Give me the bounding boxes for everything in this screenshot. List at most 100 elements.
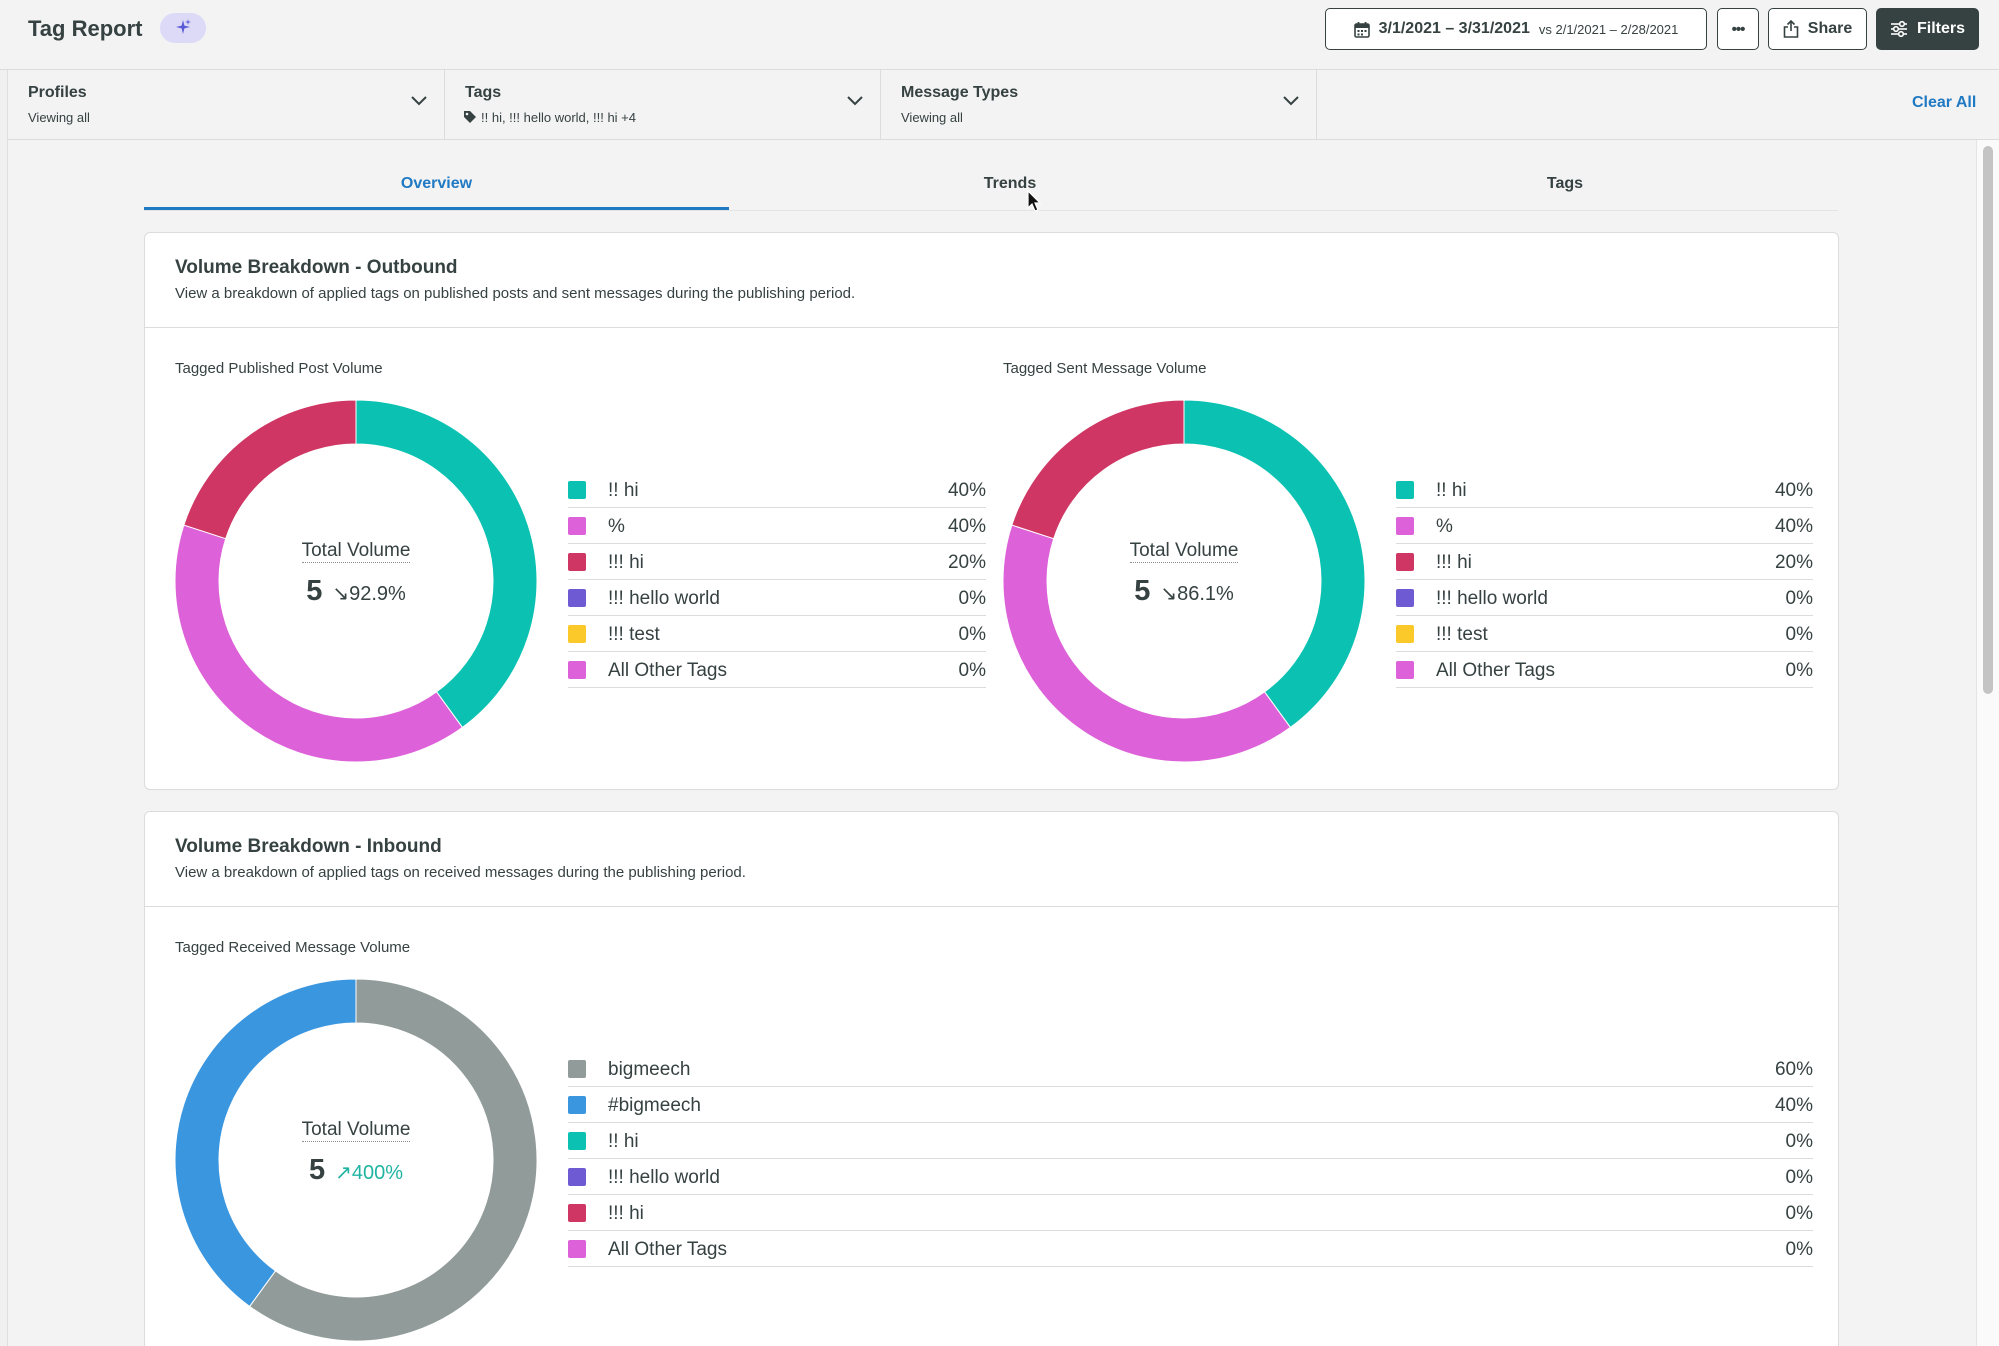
scrollbar[interactable]	[1976, 140, 1999, 1346]
sparkle-icon[interactable]	[160, 13, 206, 43]
legend-value: 40%	[947, 516, 986, 537]
legend-swatch	[568, 553, 586, 571]
donut-center: Total Volume 5 ↘92.9%	[175, 400, 537, 762]
legend-label: !!! hi	[1436, 552, 1472, 573]
volume-change: ↘92.9%	[332, 583, 406, 605]
donut-slice[interactable]	[1011, 400, 1185, 540]
total-volume-value: 5	[1134, 575, 1151, 607]
legend-item: !!! test 0%	[1396, 616, 1813, 652]
legend-value: 0%	[1785, 624, 1813, 645]
legend-swatch	[568, 625, 586, 643]
profiles-filter-value: Viewing all	[28, 110, 90, 125]
page-title: Tag Report	[28, 16, 143, 41]
share-label: Share	[1807, 20, 1853, 37]
tab-overview[interactable]: Overview	[400, 175, 473, 192]
received-message-donut	[175, 979, 537, 1341]
chart-title: Tagged Sent Message Volume	[1003, 360, 1207, 377]
received-message-legend: bigmeech 60% #bigmeech 40%!! hi 0%!!! hello …	[568, 1051, 1813, 1267]
tab-trends[interactable]: Trends	[983, 175, 1037, 192]
legend-swatch	[568, 1060, 586, 1078]
legend-label: %	[1436, 516, 1453, 537]
donut-slice[interactable]	[175, 524, 464, 762]
chevron-down-icon	[846, 94, 864, 112]
legend-label: !!! hello world	[608, 588, 720, 609]
legend-item: All Other Tags 0%	[568, 1231, 1813, 1267]
donut-slice[interactable]	[183, 400, 357, 540]
legend-swatch	[1396, 589, 1414, 607]
legend-swatch	[1396, 481, 1414, 499]
scrollbar-thumb[interactable]	[1983, 146, 1993, 694]
legend-item: !!! hi 0%	[568, 1195, 1813, 1231]
legend-item: !!! hello world 0%	[568, 1159, 1813, 1195]
chevron-down-icon	[410, 94, 428, 112]
legend-label: !! hi	[608, 1131, 639, 1152]
legend-swatch	[1396, 625, 1414, 643]
legend-swatch	[568, 1096, 586, 1114]
legend-value: 0%	[958, 624, 986, 645]
mouse-cursor-icon	[1027, 189, 1043, 219]
legend-value: 40%	[947, 480, 986, 501]
card-title: Volume Breakdown - Outbound	[175, 257, 458, 278]
legend-value: 0%	[1785, 1203, 1813, 1224]
legend-value: 40%	[1774, 516, 1813, 537]
tag-icon	[463, 110, 477, 127]
legend-label: !!! hello world	[608, 1167, 720, 1188]
legend-item: !!! hi 20%	[568, 544, 986, 580]
message-types-filter[interactable]: Message Types Viewing all	[881, 70, 1317, 140]
legend-label: !! hi	[608, 480, 639, 501]
legend-value: 20%	[1774, 552, 1813, 573]
legend-label: All Other Tags	[608, 660, 727, 681]
published-post-legend: !! hi 40%% 40% !!! hi 20% !!! hello world 0%!!…	[568, 472, 986, 688]
legend-label: !!! test	[608, 624, 660, 645]
chevron-down-icon	[1282, 94, 1300, 112]
date-range-button[interactable]: 3/1/2021 – 3/31/2021 vs 2/1/2021 – 2/28/…	[1325, 8, 1707, 50]
legend-item: All Other Tags 0%	[1396, 652, 1813, 688]
donut-slice[interactable]	[1183, 400, 1365, 729]
more-options-button[interactable]: •••	[1717, 8, 1759, 50]
card-description: View a breakdown of applied tags on publ…	[175, 285, 856, 302]
donut-slice[interactable]	[355, 400, 537, 729]
tags-filter[interactable]: Tags !! hi, !!! hello world, !!! hi +4	[445, 70, 881, 140]
card-title: Volume Breakdown - Inbound	[175, 836, 442, 857]
filters-button[interactable]: Filters	[1876, 8, 1979, 50]
donut-slice[interactable]	[248, 979, 537, 1341]
legend-item: !! hi 40%	[568, 472, 986, 508]
legend-value: 0%	[1785, 1239, 1813, 1260]
legend-item: bigmeech 60%	[568, 1051, 1813, 1087]
message-types-filter-value: Viewing all	[901, 110, 963, 125]
share-icon	[1783, 20, 1799, 38]
chart-title: Tagged Received Message Volume	[175, 939, 411, 956]
tab-tags[interactable]: Tags	[1546, 175, 1584, 192]
total-volume-value: 5	[306, 575, 323, 607]
legend-label: bigmeech	[608, 1059, 691, 1080]
share-button[interactable]: Share	[1768, 8, 1867, 50]
legend-item: !!! hello world 0%	[1396, 580, 1813, 616]
legend-value: 40%	[1774, 1095, 1813, 1116]
legend-value: 20%	[947, 552, 986, 573]
calendar-icon	[1353, 21, 1370, 38]
legend-swatch	[568, 1204, 586, 1222]
inbound-volume-card: Volume Breakdown - Inbound View a breakd…	[144, 811, 1839, 1346]
total-volume-label[interactable]: Total Volume	[301, 540, 411, 563]
sliders-icon	[1890, 20, 1908, 38]
profiles-filter[interactable]: Profiles Viewing all	[8, 70, 445, 140]
legend-label: !!! test	[1436, 624, 1488, 645]
total-volume-label[interactable]: Total Volume	[1129, 540, 1239, 563]
card-description: View a breakdown of applied tags on rece…	[175, 864, 746, 881]
outbound-volume-card: Volume Breakdown - Outbound View a break…	[144, 232, 1839, 790]
donut-center: Total Volume 5 ↘86.1%	[1003, 400, 1365, 762]
donut-slice[interactable]	[1003, 524, 1292, 762]
filters-label: Filters	[1916, 20, 1965, 37]
legend-swatch	[568, 1168, 586, 1186]
tab-divider	[144, 210, 1838, 211]
legend-swatch	[568, 589, 586, 607]
legend-swatch	[1396, 553, 1414, 571]
clear-all-link[interactable]: Clear All	[1912, 94, 1977, 111]
tags-filter-value: !! hi, !!! hello world, !!! hi +4	[481, 110, 636, 125]
total-volume-label[interactable]: Total Volume	[301, 1119, 411, 1142]
donut-slice[interactable]	[175, 979, 357, 1308]
legend-swatch	[568, 481, 586, 499]
legend-label: !! hi	[1436, 480, 1467, 501]
legend-item: All Other Tags 0%	[568, 652, 986, 688]
legend-value: 60%	[1774, 1059, 1813, 1080]
